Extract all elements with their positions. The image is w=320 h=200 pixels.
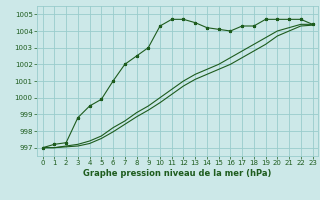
X-axis label: Graphe pression niveau de la mer (hPa): Graphe pression niveau de la mer (hPa)	[84, 169, 272, 178]
